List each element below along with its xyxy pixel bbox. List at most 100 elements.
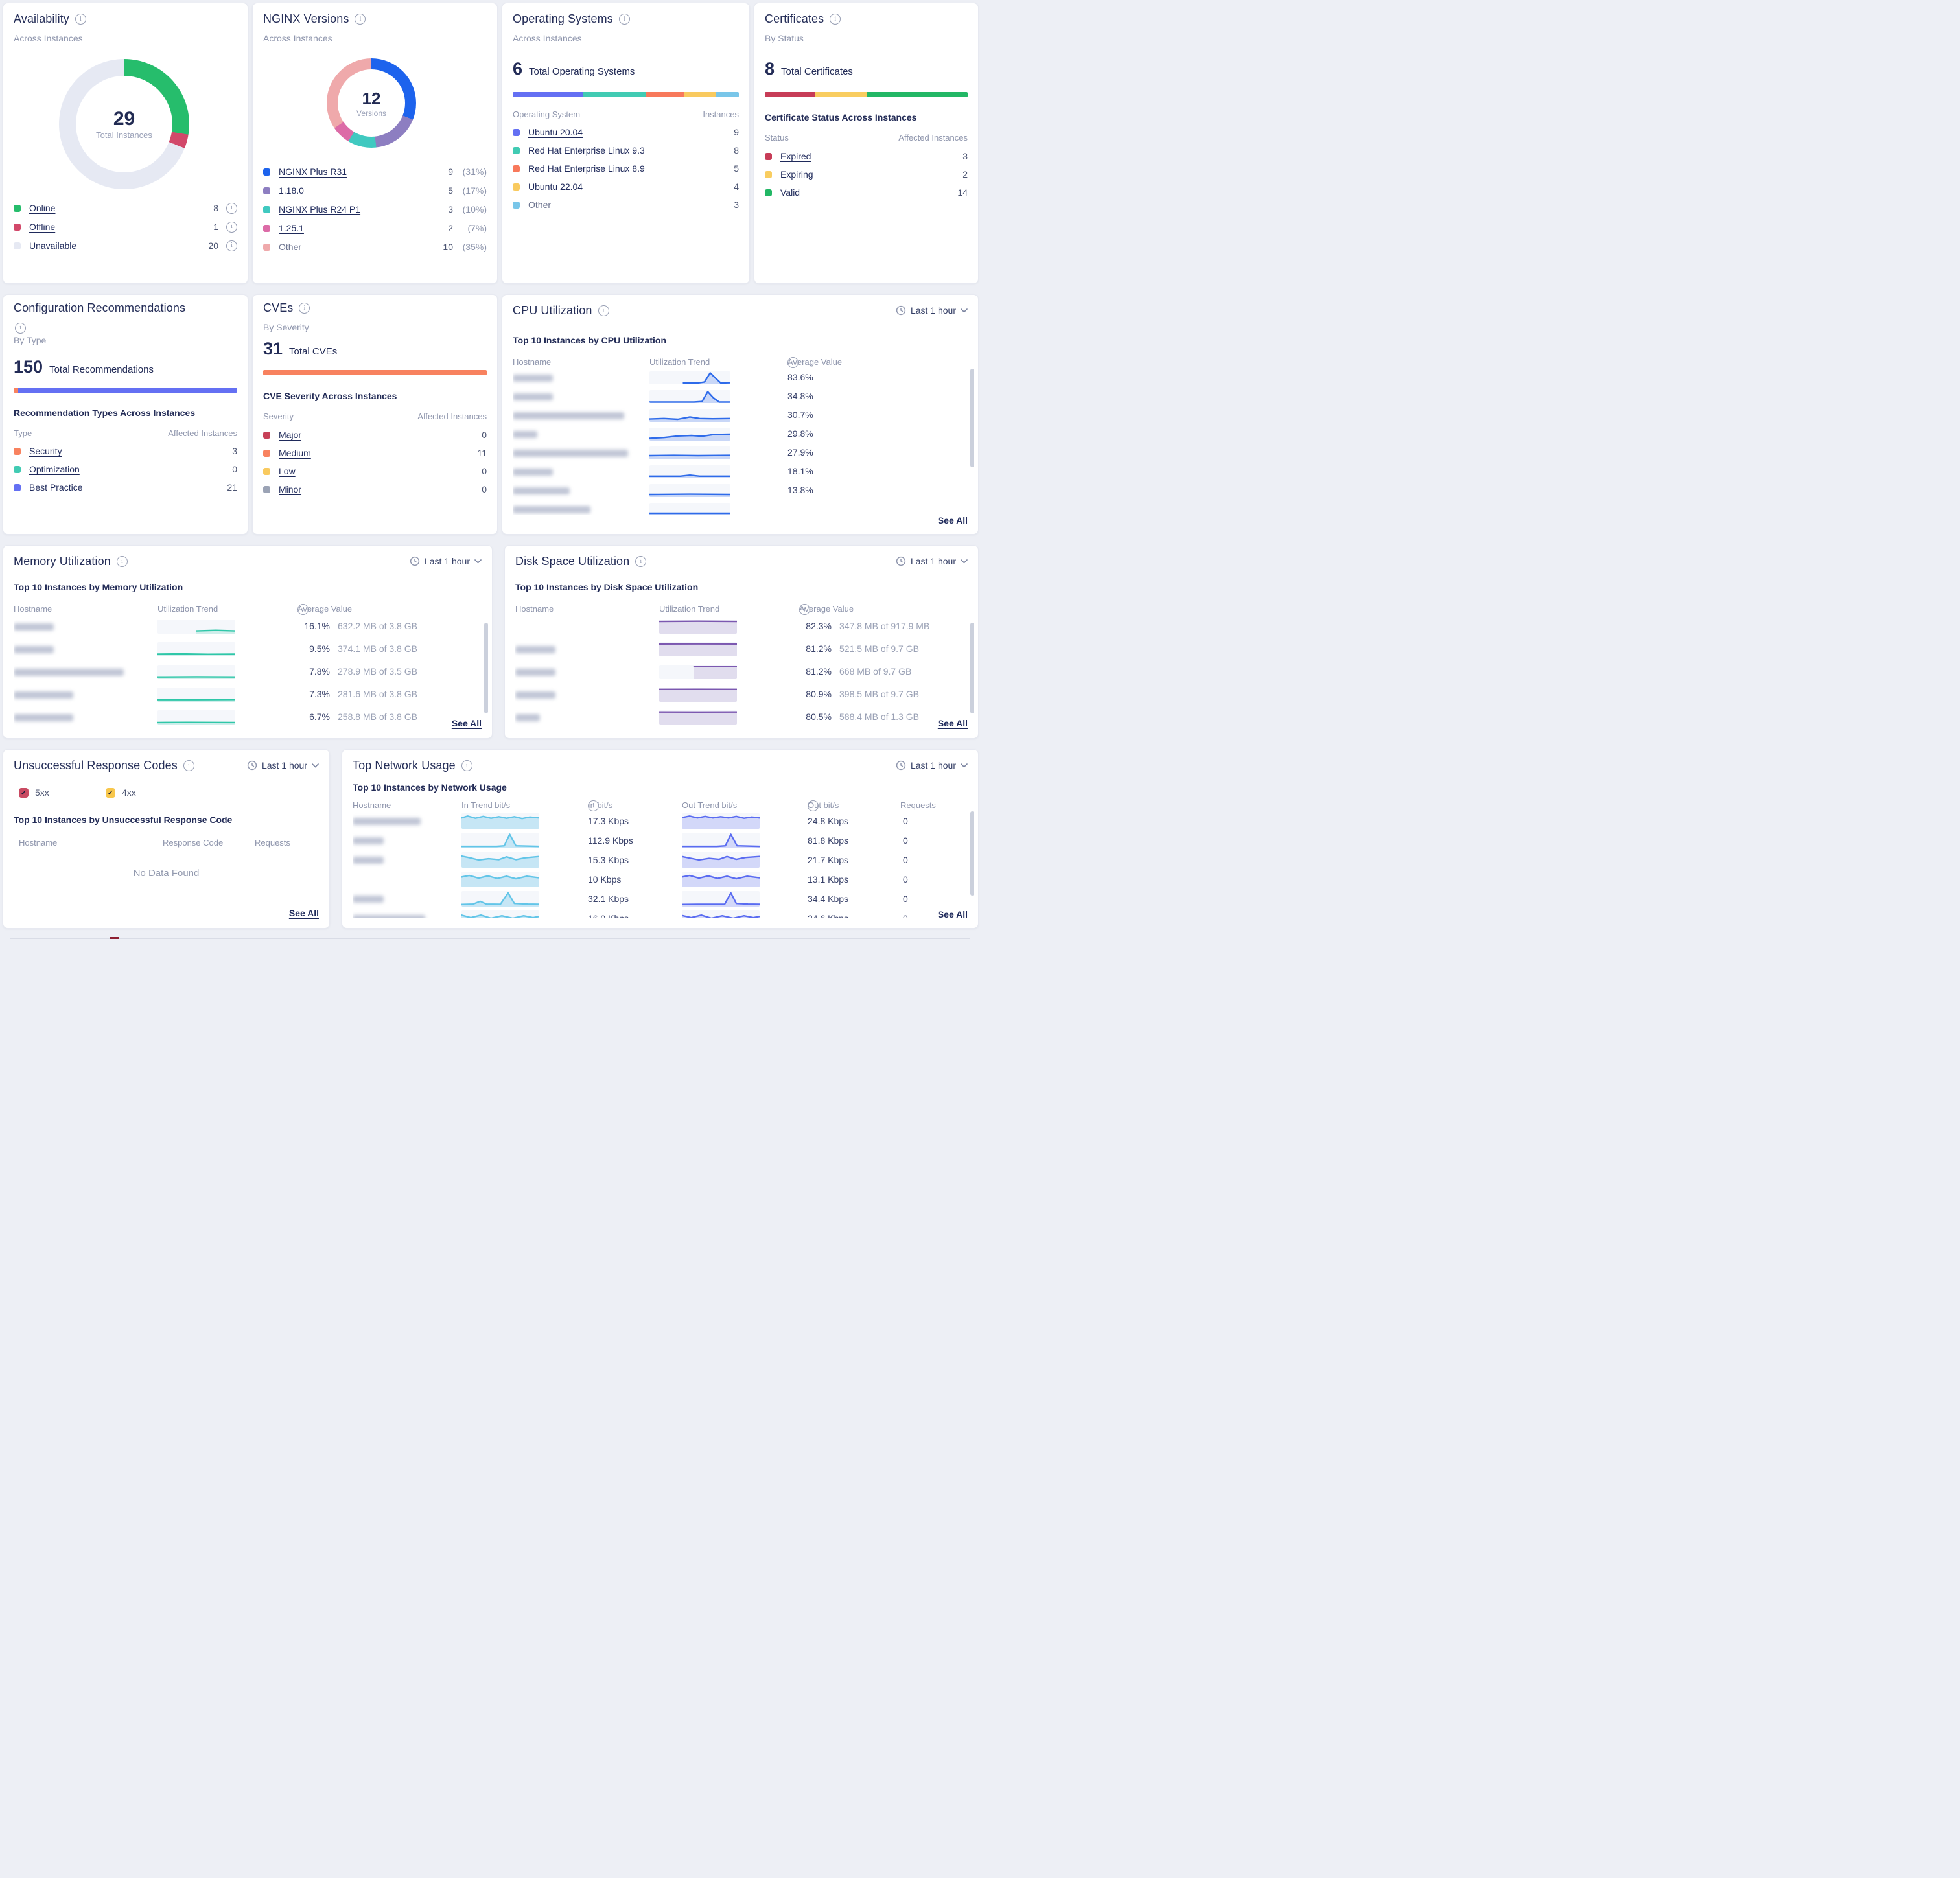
column-utilization-trend: Utilization Trend [659,604,720,614]
time-range-select[interactable]: Last 1 hour [247,760,319,771]
info-icon[interactable]: i [355,14,366,25]
operating-systems-list: Ubuntu 20.04 9 Red Hat Enterprise Linux 9.… [513,126,739,211]
info-icon[interactable]: i [226,221,237,233]
filter-checkbox-5xx[interactable]: ✓ 5xx [19,787,49,798]
legend-label[interactable]: NGINX Plus R24 P1 [279,204,361,214]
legend-label[interactable]: Expired [780,151,811,161]
time-range-select[interactable]: Last 1 hour [896,305,968,316]
legend-label[interactable]: NGINX Plus R31 [279,167,347,177]
average-value: 27.9% [788,447,813,458]
hostname-link-blurred[interactable] [513,393,553,400]
info-icon[interactable]: i [808,800,819,811]
legend-value: 5 [448,185,453,196]
info-icon[interactable]: i [618,14,630,25]
legend-label[interactable]: Red Hat Enterprise Linux 9.3 [528,145,645,156]
see-all-link[interactable]: See All [937,515,968,526]
average-value: 7.8% [309,666,330,677]
hostname-link-blurred[interactable] [513,506,590,513]
hostname-link-blurred[interactable] [515,669,555,676]
legend-label[interactable]: Unavailable [29,240,77,251]
legend-label[interactable]: Low [279,466,296,476]
info-icon[interactable]: i [226,202,237,214]
hostname-link-blurred[interactable] [14,714,73,721]
total-recommendations-label: Total Recommendations [49,364,154,375]
hostname-link-blurred[interactable] [353,915,425,918]
hostname-link-blurred[interactable] [353,857,384,864]
filter-checkbox-4xx[interactable]: ✓ 4xx [106,787,136,798]
see-all-link[interactable]: See All [937,909,968,920]
info-icon[interactable]: i [299,303,310,314]
utilization-sparkline [649,465,730,478]
hostname-link-blurred[interactable] [515,646,555,653]
hostname-link-blurred[interactable] [513,375,553,382]
legend-label[interactable]: Ubuntu 22.04 [528,181,583,192]
legend-label[interactable]: Online [29,203,56,213]
see-all-link[interactable]: See All [288,908,319,918]
checkbox-checked[interactable]: ✓ [106,787,115,798]
scrollbar-thumb[interactable] [970,369,974,467]
info-icon[interactable]: i [226,240,237,251]
legend-label[interactable]: Medium [279,448,311,458]
see-all-link[interactable]: See All [937,718,968,728]
clock-icon [896,760,906,771]
total-certificates-value: 8 [765,59,775,78]
total-operating-systems-label: Total Operating Systems [529,66,635,77]
info-icon[interactable]: i [598,305,609,316]
legend-swatch [765,189,772,196]
hostname-link-blurred[interactable] [14,623,54,631]
time-range-select[interactable]: Last 1 hour [410,556,482,566]
legend-value: 5 [734,163,739,174]
legend-label[interactable]: Offline [29,222,56,232]
legend-label[interactable]: 1.18.0 [279,185,304,196]
info-icon[interactable]: i [635,556,647,567]
hostname-link-blurred[interactable] [14,669,124,676]
hostname-link-blurred[interactable] [515,691,555,699]
info-icon[interactable]: i [830,14,841,25]
info-icon[interactable]: i [588,800,599,811]
info-icon[interactable]: i [298,604,309,615]
info-icon[interactable]: i [788,357,799,368]
hostname-link-blurred[interactable] [513,450,628,457]
hostname-link-blurred[interactable] [353,837,384,844]
hostname-link-blurred[interactable] [353,818,421,825]
legend-label[interactable]: Red Hat Enterprise Linux 8.9 [528,163,645,174]
info-icon[interactable]: i [75,14,86,25]
info-icon[interactable]: i [183,760,194,771]
see-all-link[interactable]: See All [451,718,482,728]
legend-label[interactable]: Major [279,430,302,440]
legend-label[interactable]: Security [29,446,62,456]
total-certificates-label: Total Certificates [781,66,853,77]
hostname-link-blurred[interactable] [513,431,537,438]
total-instances-label: Total Instances [96,130,152,140]
card-subtitle: Across Instances [263,33,332,43]
table-row: 10 Kbps 13.1 Kbps 0 [353,872,968,887]
hostname-link-blurred[interactable] [14,646,54,653]
info-icon[interactable]: i [461,760,472,771]
checkbox-checked[interactable]: ✓ [19,787,29,798]
table-row: 16.1% 632.2 MB of 3.8 GB [14,620,482,634]
info-icon[interactable]: i [15,322,26,334]
legend-label[interactable]: Expiring [780,169,813,180]
legend-label[interactable]: Minor [279,484,302,494]
scrollbar-thumb[interactable] [484,623,488,713]
legend-label[interactable]: Valid [780,187,800,198]
time-range-select[interactable]: Last 1 hour [896,760,968,771]
hostname-link-blurred[interactable] [515,714,540,721]
info-icon[interactable]: i [799,604,810,615]
hostname-link-blurred[interactable] [513,412,624,419]
hostname-link-blurred[interactable] [513,469,553,476]
legend-label[interactable]: Ubuntu 20.04 [528,127,583,137]
hostname-link-blurred[interactable] [14,691,73,699]
scrollbar-thumb[interactable] [970,811,974,896]
legend-label[interactable]: 1.25.1 [279,223,304,233]
average-value: 18.1% [788,466,813,476]
legend-percent: (10%) [462,204,487,214]
total-cves-label: Total CVEs [289,346,338,357]
legend-label[interactable]: Optimization [29,464,80,474]
time-range-select[interactable]: Last 1 hour [896,556,968,566]
hostname-link-blurred[interactable] [513,487,570,494]
info-icon[interactable]: i [116,556,128,567]
scrollbar-thumb[interactable] [970,623,974,713]
hostname-link-blurred[interactable] [353,896,384,903]
legend-label[interactable]: Best Practice [29,482,83,493]
